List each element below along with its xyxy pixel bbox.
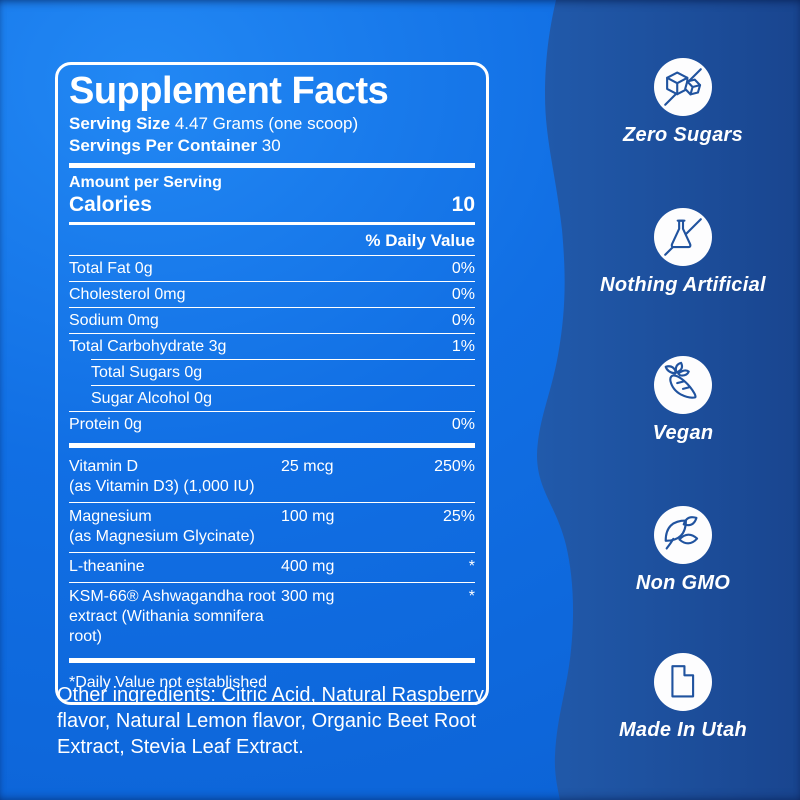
- active-dv: 25%: [442, 508, 475, 525]
- servings-label: Servings Per Container: [69, 136, 258, 155]
- active-name-cell: Vitamin D (as Vitamin D3) (1,000 IU): [69, 457, 281, 497]
- nutrient-name: Sugar Alcohol 0g: [91, 390, 212, 407]
- no-sugar-icon: [664, 68, 702, 106]
- supplement-facts-panel: Supplement Facts Serving Size 4.47 Grams…: [55, 62, 489, 705]
- nutrient-row: Sodium 0mg 0%: [69, 307, 475, 333]
- badge-label: Made In Utah: [618, 719, 748, 741]
- no-artificial-flask-icon: [664, 218, 702, 256]
- active-ingredient-row: Magnesium (as Magnesium Glycinate) 100 m…: [69, 502, 475, 552]
- nutrient-row: Cholesterol 0mg 0%: [69, 281, 475, 307]
- badge-label: Zero Sugars: [623, 124, 743, 146]
- active-name-cell: L-theanine: [69, 557, 281, 577]
- badge-disc: [654, 208, 712, 266]
- badge-label: Vegan: [652, 422, 714, 444]
- badge-made-in-utah: Made In Utah: [593, 653, 773, 742]
- badge-label: Nothing Artificial: [600, 274, 766, 296]
- nutrient-dv: 0%: [451, 286, 475, 303]
- carrot-icon: [664, 361, 697, 399]
- active-amount: 100 mg: [281, 508, 335, 525]
- thick-divider: [69, 163, 475, 168]
- badge-disc: [654, 653, 712, 711]
- panel-title: Supplement Facts: [69, 70, 389, 112]
- calories-row: Calories 10: [69, 192, 475, 218]
- serving-size-value: 4.47 Grams (one scoop): [170, 114, 359, 133]
- calories-label: Calories: [69, 193, 152, 216]
- badge-non-gmo: Non GMO: [593, 506, 773, 595]
- active-dv: *: [468, 588, 475, 605]
- badge-zero-sugars: Zero Sugars: [593, 58, 773, 147]
- active-subname: (as Vitamin D3) (1,000 IU): [69, 478, 255, 495]
- active-ingredient-row: Vitamin D (as Vitamin D3) (1,000 IU) 25 …: [69, 453, 475, 502]
- nutrient-row-indented: Total Sugars 0g: [91, 359, 475, 385]
- active-name-cell: Magnesium (as Magnesium Glycinate): [69, 507, 281, 547]
- leaves-icon: [664, 516, 699, 550]
- active-ingredient-row: L-theanine 400 mg *: [69, 552, 475, 582]
- nutrient-name: Protein 0g: [69, 416, 142, 433]
- daily-value-header: % Daily Value: [365, 231, 475, 250]
- utah-state-icon: [671, 665, 695, 698]
- active-name: KSM-66® Ashwagandha root extract (Withan…: [69, 588, 276, 645]
- active-dv: *: [468, 558, 475, 575]
- thick-divider: [69, 658, 475, 663]
- nutrient-name: Total Sugars 0g: [91, 364, 203, 381]
- badge-disc: [654, 356, 712, 414]
- thick-divider: [69, 443, 475, 448]
- nutrient-dv: 1%: [451, 338, 475, 355]
- active-amount: 400 mg: [281, 558, 335, 575]
- nutrient-row: Protein 0g 0%: [69, 411, 475, 437]
- nutrient-dv: 0%: [451, 416, 475, 433]
- servings-value: 30: [257, 136, 281, 155]
- nutrient-dv: 0%: [451, 260, 475, 277]
- nutrient-row: Total Carbohydrate 3g 1%: [69, 333, 475, 359]
- active-ingredient-row: KSM-66® Ashwagandha root extract (Withan…: [69, 582, 475, 652]
- medium-divider: [69, 222, 475, 225]
- active-dv: 250%: [434, 458, 475, 475]
- calories-value: 10: [451, 193, 475, 216]
- active-name-cell: KSM-66® Ashwagandha root extract (Withan…: [69, 587, 281, 647]
- active-name: Vitamin D: [69, 458, 139, 475]
- badge-disc: [654, 506, 712, 564]
- active-amount: 300 mg: [281, 588, 335, 605]
- serving-size-line: Serving Size 4.47 Grams (one scoop): [69, 113, 475, 135]
- nutrient-name: Sodium 0mg: [69, 312, 159, 329]
- active-subname: (as Magnesium Glycinate): [69, 528, 255, 545]
- active-amount: 25 mcg: [281, 458, 334, 475]
- servings-per-container-line: Servings Per Container 30: [69, 135, 475, 157]
- badge-label: Non GMO: [635, 572, 731, 594]
- daily-value-footnote: *Daily Value not established: [69, 674, 268, 691]
- nutrient-name: Total Fat 0g: [69, 260, 153, 277]
- active-name: L-theanine: [69, 558, 145, 575]
- badge-nothing-artificial: Nothing Artificial: [593, 208, 773, 297]
- nutrient-dv: 0%: [451, 312, 475, 329]
- nutrient-row-indented: Sugar Alcohol 0g: [91, 385, 475, 411]
- nutrient-name: Cholesterol 0mg: [69, 286, 186, 303]
- active-name: Magnesium: [69, 508, 152, 525]
- badge-vegan: Vegan: [593, 356, 773, 445]
- nutrient-name: Total Carbohydrate 3g: [69, 338, 227, 355]
- serving-size-label: Serving Size: [69, 114, 171, 133]
- badge-disc: [654, 58, 712, 116]
- amount-per-serving-label: Amount per Serving: [69, 174, 222, 191]
- nutrient-row: Total Fat 0g 0%: [69, 255, 475, 281]
- other-ingredients-text: Other ingredients: Citric Acid, Natural …: [57, 684, 484, 758]
